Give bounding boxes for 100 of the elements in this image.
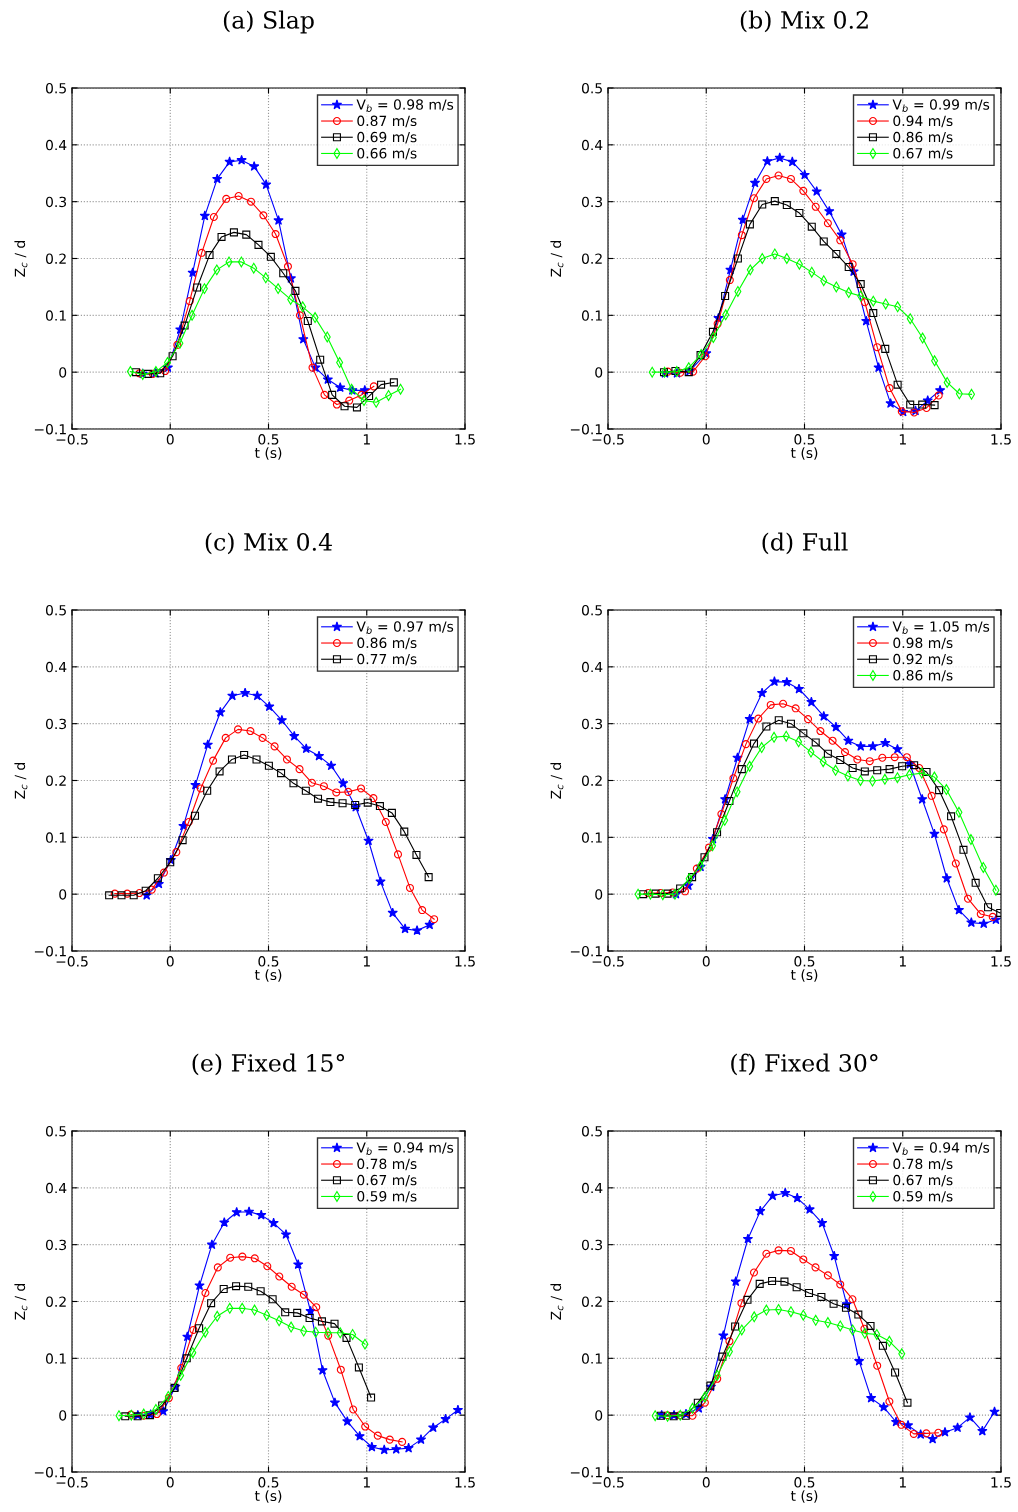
y-tick-label: 0 [595,889,603,900]
legend-label: 0.87 m/s [357,115,417,128]
x-tick-label: 0.5 [258,1477,279,1488]
x-tick-label: 1.5 [991,1477,1011,1488]
x-axis-title: t (s) [254,447,282,460]
y-tick-label: 0.4 [581,1182,603,1194]
y-tick-label: 0 [59,1410,67,1421]
y-tick-label: 0.3 [45,196,67,208]
y-tick-label: 0.2 [45,1296,66,1307]
y-tick-label: 0.1 [581,1353,602,1364]
y-tick-label: 0.2 [581,775,602,786]
y-tick-label: 0.1 [45,310,66,321]
x-tick-label: 1.5 [991,956,1011,967]
y-tick-label: −0.1 [570,1466,602,1478]
chart-title: (a) Slap [223,10,314,34]
legend-label: 0.86 m/s [893,131,953,144]
x-tick-label: 0.5 [258,434,279,445]
x-tick-label: 0 [702,956,710,967]
y-tick-label: 0.3 [581,196,603,208]
legend-label: V$_{b}$ = 0.94 m/s [892,1142,990,1155]
y-tick-label: −0.1 [34,1466,66,1478]
x-tick-label: 0.5 [794,434,815,445]
y-tick-label: −0.1 [34,423,66,435]
chart-title: (f) Fixed 30° [731,1053,878,1076]
y-tick-label: 0.4 [581,139,603,151]
y-tick-label: 0.3 [581,718,603,730]
y-tick-label: 0.5 [581,604,602,616]
chart-title: (e) Fixed 15° [192,1053,345,1076]
legend-label: V$_{b}$ = 0.94 m/s [356,1142,454,1155]
x-tick-label: −0.5 [56,434,88,445]
y-tick-label: 0 [59,889,67,900]
y-tick-label: 0 [595,1410,603,1421]
y-tick-label: 0.3 [45,1239,67,1251]
y-tick-label: 0.2 [45,775,66,786]
legend-label: V$_{b}$ = 0.99 m/s [892,99,990,112]
x-tick-label: 0.5 [258,956,279,967]
chart-title: (d) Full [762,532,848,555]
y-tick-label: 0.4 [45,139,67,151]
y-tick-label: 0.5 [45,1125,66,1137]
y-tick-label: 0.2 [581,253,602,264]
legend-label: 0.59 m/s [357,1191,417,1203]
y-tick-label: 0.1 [45,1353,66,1364]
legend-label: 0.78 m/s [357,1158,417,1171]
y-tick-label: 0.4 [45,1182,67,1194]
x-tick-label: −0.5 [56,956,88,967]
x-axis-title: t (s) [790,447,818,460]
x-tick-label: 1 [363,1477,370,1488]
legend-label: 0.78 m/s [893,1158,953,1171]
x-tick-label: 0 [702,1477,710,1488]
legend-label: 0.86 m/s [893,670,953,682]
x-axis-title: t (s) [254,1490,282,1503]
x-tick-label: 1 [363,434,370,445]
y-tick-label: 0.1 [581,832,602,843]
x-tick-label: 1.5 [455,1477,475,1488]
chart-title: (b) Mix 0.2 [740,10,868,33]
y-tick-label: 0.3 [581,1239,603,1251]
legend-label: V$_{b}$ = 0.97 m/s [356,621,454,634]
y-tick-label: 0.4 [45,661,67,673]
y-axis-title: Z$_{c}$ / d [550,1283,564,1320]
y-axis-title: Z$_{c}$ / d [14,762,28,799]
y-tick-label: −0.1 [570,945,602,957]
x-tick-label: −0.5 [592,434,624,445]
legend-label: 0.69 m/s [357,131,417,144]
y-tick-label: 0.2 [45,253,66,264]
legend-label: 0.67 m/s [357,1174,417,1187]
y-tick-label: 0.2 [581,1296,602,1307]
y-tick-label: 0.4 [581,661,603,673]
x-tick-label: 0 [166,434,174,445]
legend-label: 0.67 m/s [893,148,953,160]
y-tick-label: 0.5 [45,82,66,94]
x-tick-label: 0 [702,434,710,445]
y-axis-title: Z$_{c}$ / d [550,762,564,799]
x-tick-label: 0.5 [794,1477,815,1488]
x-tick-label: 0 [166,956,174,967]
y-tick-label: 0.1 [581,310,602,321]
y-tick-label: −0.1 [34,945,66,957]
x-tick-label: 1 [899,434,906,445]
x-tick-label: 1 [899,1477,906,1488]
y-axis-title: Z$_{c}$ / d [14,1283,28,1320]
legend-label: 0.59 m/s [893,1191,953,1203]
chart-title: (c) Mix 0.4 [205,532,332,555]
y-axis-title: Z$_{c}$ / d [14,240,28,277]
y-tick-label: 0.1 [45,832,66,843]
x-tick-label: 1 [899,956,906,967]
x-tick-label: −0.5 [592,1477,624,1488]
y-tick-label: 0.5 [45,604,66,616]
x-tick-label: 1 [363,956,370,967]
x-tick-label: 0.5 [794,956,815,967]
x-axis-title: t (s) [254,969,282,982]
legend-label: 0.67 m/s [893,1174,953,1187]
x-tick-label: 0 [166,1477,174,1488]
legend-label: 0.98 m/s [893,637,953,650]
y-tick-label: 0.5 [581,82,602,94]
x-tick-label: 1.5 [455,956,475,967]
legend-label: V$_{b}$ = 1.05 m/s [892,621,990,634]
x-tick-label: −0.5 [56,1477,88,1488]
y-axis-title: Z$_{c}$ / d [550,240,564,277]
legend-label: 0.77 m/s [357,653,417,666]
legend-label: 0.94 m/s [893,115,953,128]
legend-label: V$_{b}$ = 0.98 m/s [356,99,454,112]
